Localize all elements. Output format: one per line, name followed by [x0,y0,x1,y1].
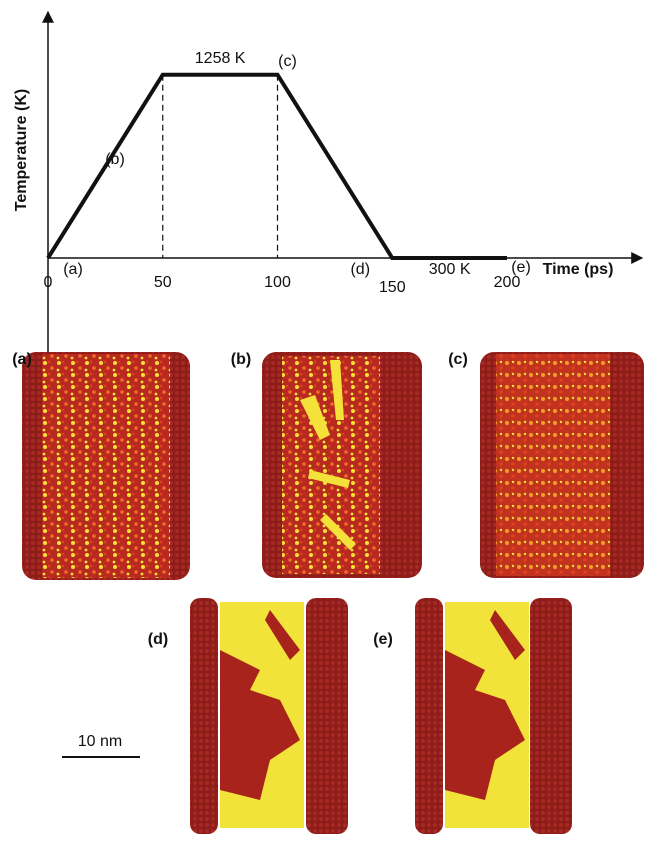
x-tick-label: 200 [494,274,521,291]
x-tick-label: 100 [264,274,291,291]
snapshot-c [480,352,644,578]
level-label: 300 K [429,261,471,278]
x-tick-label: 50 [154,274,172,291]
point-label: (c) [278,53,297,70]
panel-label: (b) [231,351,251,368]
figure: Temperature (K) Time (ps) (a) (b) (c) (d… [0,0,647,838]
panel-label: (d) [148,631,168,648]
point-label: (b) [105,151,125,168]
panel-label: (a) [12,351,32,368]
snapshot-e [415,598,572,834]
x-axis-label: Time (ps) [543,261,614,278]
snapshot-a [22,352,190,580]
snapshot-d [190,598,348,834]
level-label: 1258 K [195,50,246,67]
snapshot-b [262,352,422,578]
panel-label: (e) [373,631,393,648]
x-tick-label: 0 [44,274,53,291]
y-axis-label: Temperature (K) [13,89,30,211]
point-label: (a) [63,261,83,278]
panel-label: (c) [448,351,468,368]
x-tick-label: 150 [379,279,406,296]
point-label: (d) [350,261,370,278]
point-label: (e) [511,259,531,276]
scale-bar-label: 10 nm [78,733,122,750]
